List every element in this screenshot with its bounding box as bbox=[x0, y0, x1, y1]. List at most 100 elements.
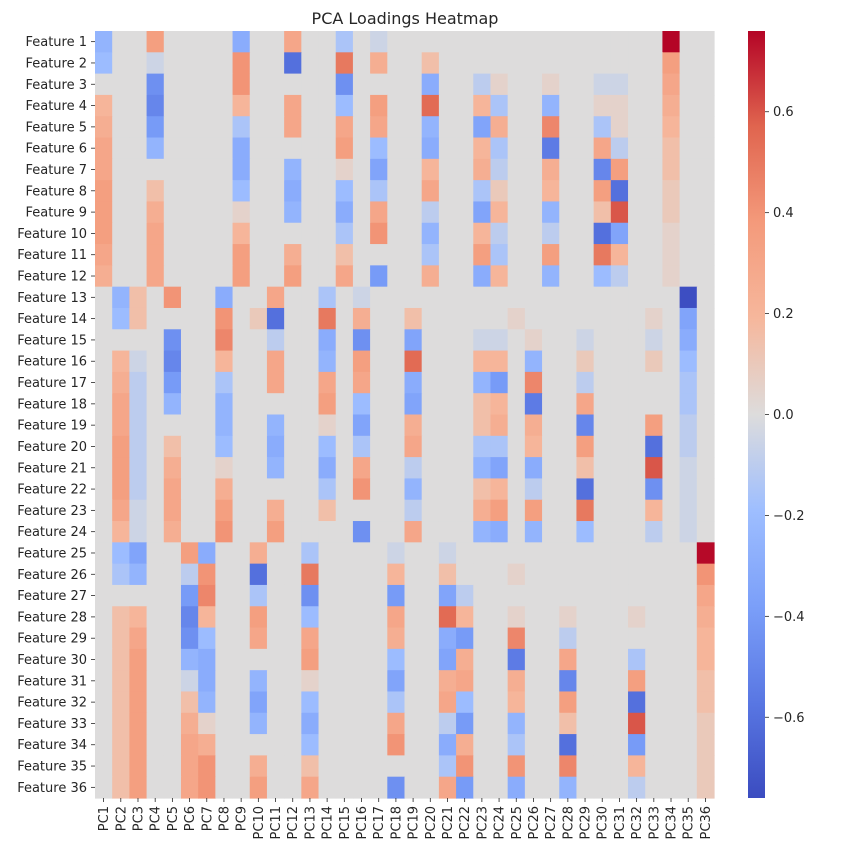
heatmap-cell bbox=[421, 691, 440, 714]
heatmap-cell bbox=[284, 52, 302, 75]
heatmap-cell bbox=[490, 691, 509, 714]
heatmap-cell bbox=[198, 670, 216, 693]
heatmap-cell bbox=[198, 180, 216, 203]
heatmap-cell bbox=[696, 286, 715, 309]
heatmap-cell bbox=[473, 457, 492, 480]
heatmap-cell bbox=[679, 158, 698, 181]
heatmap-cell bbox=[524, 180, 543, 203]
heatmap-cell bbox=[232, 691, 251, 714]
heatmap-cell bbox=[163, 776, 182, 799]
heatmap-cell bbox=[318, 222, 337, 245]
heatmap-cell bbox=[266, 244, 285, 266]
heatmap-cell bbox=[696, 627, 715, 650]
heatmap-cell bbox=[679, 201, 698, 224]
x-tick-label: PC10 bbox=[252, 806, 267, 839]
heatmap-cell bbox=[163, 371, 182, 394]
heatmap-cell bbox=[404, 563, 423, 586]
heatmap-cell bbox=[490, 457, 509, 480]
heatmap-cell bbox=[490, 776, 509, 799]
heatmap-cell bbox=[542, 222, 560, 245]
heatmap-cell bbox=[576, 435, 595, 458]
heatmap-cell bbox=[421, 244, 440, 266]
heatmap-cell bbox=[266, 648, 285, 671]
heatmap-cell bbox=[696, 648, 715, 671]
heatmap-cell bbox=[421, 435, 440, 458]
heatmap-cell bbox=[129, 499, 148, 522]
heatmap-cell bbox=[112, 31, 130, 53]
heatmap-cell bbox=[112, 52, 130, 75]
heatmap-cell bbox=[473, 94, 492, 117]
heatmap-cell bbox=[473, 648, 492, 671]
heatmap-cell bbox=[593, 648, 612, 671]
heatmap-cell bbox=[318, 670, 337, 693]
heatmap-cell bbox=[610, 776, 629, 799]
heatmap-cell bbox=[524, 712, 543, 735]
y-tick-label: Feature 4 bbox=[25, 99, 87, 114]
heatmap-cell bbox=[318, 414, 337, 437]
heatmap-cell bbox=[524, 670, 543, 693]
heatmap-cell bbox=[146, 776, 165, 799]
heatmap-cell bbox=[507, 31, 526, 53]
heatmap-cell bbox=[318, 776, 337, 799]
heatmap-cell bbox=[215, 648, 234, 671]
heatmap-cell bbox=[645, 137, 664, 160]
heatmap-cell bbox=[284, 627, 302, 650]
x-tick-label: PC16 bbox=[355, 806, 370, 839]
heatmap-cell bbox=[318, 435, 337, 458]
heatmap-cell bbox=[215, 371, 234, 394]
heatmap-cell bbox=[456, 606, 474, 629]
heatmap-cell bbox=[438, 648, 457, 671]
heatmap-cell bbox=[593, 435, 612, 458]
heatmap-cell bbox=[542, 755, 560, 778]
heatmap-cell bbox=[284, 286, 302, 309]
heatmap-cell bbox=[352, 52, 371, 75]
heatmap-cell bbox=[266, 521, 285, 543]
heatmap-cell bbox=[507, 180, 526, 203]
heatmap-cell bbox=[593, 499, 612, 522]
heatmap-cell bbox=[404, 201, 423, 224]
heatmap-cell bbox=[404, 670, 423, 693]
heatmap-cell bbox=[301, 265, 320, 288]
heatmap-cell bbox=[507, 755, 526, 778]
heatmap-cell bbox=[679, 457, 698, 480]
heatmap-cell bbox=[301, 329, 320, 352]
heatmap-cell bbox=[95, 350, 113, 373]
heatmap-cell bbox=[335, 393, 354, 416]
heatmap-cell bbox=[180, 584, 199, 607]
heatmap-cell bbox=[95, 712, 113, 735]
heatmap-cell bbox=[542, 478, 560, 501]
heatmap-cell bbox=[232, 286, 251, 309]
heatmap-cell bbox=[438, 180, 457, 203]
heatmap-cell bbox=[524, 201, 543, 224]
x-tick-label: PC20 bbox=[424, 806, 439, 839]
heatmap-cell bbox=[95, 584, 113, 607]
heatmap-cell bbox=[352, 31, 371, 53]
heatmap-cell bbox=[421, 307, 440, 330]
heatmap-cell bbox=[456, 329, 474, 352]
heatmap-cell bbox=[198, 478, 216, 501]
heatmap-cell bbox=[645, 499, 664, 522]
heatmap-cell bbox=[438, 457, 457, 480]
heatmap-cell bbox=[284, 712, 302, 735]
heatmap-cell bbox=[318, 329, 337, 352]
heatmap-cell bbox=[301, 116, 320, 139]
heatmap-cell bbox=[524, 648, 543, 671]
heatmap-cell bbox=[404, 734, 423, 756]
heatmap-cell bbox=[507, 73, 526, 96]
heatmap-cell bbox=[645, 393, 664, 416]
heatmap-cell bbox=[679, 435, 698, 458]
heatmap-cell bbox=[318, 158, 337, 181]
heatmap-cell bbox=[163, 307, 182, 330]
heatmap-cell bbox=[232, 478, 251, 501]
heatmap-cell bbox=[146, 478, 165, 501]
heatmap-cell bbox=[542, 137, 560, 160]
heatmap-cell bbox=[507, 627, 526, 650]
heatmap-cell bbox=[524, 31, 543, 53]
heatmap-cell bbox=[593, 73, 612, 96]
heatmap-cell bbox=[301, 180, 320, 203]
heatmap-cell bbox=[232, 648, 251, 671]
heatmap-cell bbox=[146, 329, 165, 352]
y-tick-label: Feature 15 bbox=[17, 333, 87, 348]
heatmap-cell bbox=[318, 73, 337, 96]
heatmap-cell bbox=[163, 606, 182, 629]
